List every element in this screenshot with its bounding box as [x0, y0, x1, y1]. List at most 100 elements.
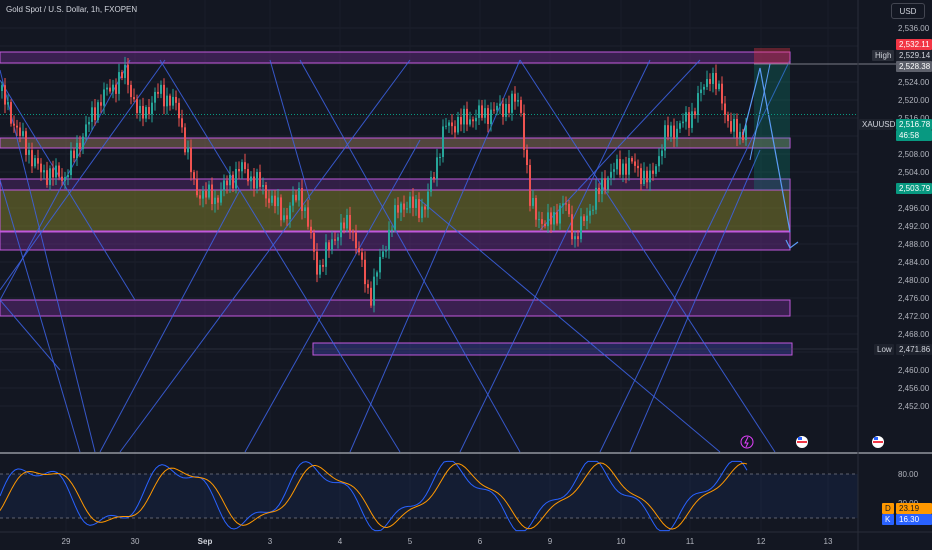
candle-body	[145, 107, 147, 119]
high-top-tag: 2,532.11	[896, 39, 932, 50]
price-tick-label: 2,456.00	[898, 384, 930, 393]
candle-body	[514, 93, 516, 102]
candle-body	[394, 205, 396, 230]
candle-body	[334, 239, 336, 241]
price-tick-label: 2,484.00	[898, 258, 930, 267]
low-value-tag: 2,471.86	[896, 344, 932, 355]
candle-body	[184, 127, 186, 153]
trend-line[interactable]	[419, 199, 721, 453]
candle-body	[658, 156, 660, 167]
price-tags: 2,532.11 High 2,529.14 2,528.38 XAUUSD 2,516.…	[859, 39, 932, 525]
time-tick-label: 12	[757, 537, 766, 546]
trend-line[interactable]	[519, 59, 776, 453]
trend-line[interactable]	[599, 59, 791, 453]
oscillator-tick-label: 80.00	[898, 470, 919, 479]
risk-zone[interactable]	[754, 48, 790, 64]
us-flag-event-icon[interactable]	[796, 436, 808, 448]
candle-body	[667, 125, 669, 137]
candle-body	[721, 83, 723, 104]
candle-body	[496, 105, 498, 111]
candle-body	[19, 127, 21, 136]
price-zone-rectangle[interactable]	[0, 51, 791, 64]
candle-body	[247, 169, 249, 182]
candle-body	[181, 118, 183, 128]
projection-path[interactable]	[742, 67, 791, 233]
candle-body	[436, 157, 438, 179]
gann-fan-lines[interactable]	[0, 59, 791, 453]
candle-body	[274, 195, 276, 207]
trend-line[interactable]	[0, 79, 136, 301]
stoch-k-value: 16.30	[896, 514, 932, 525]
reward-zone[interactable]	[754, 64, 790, 190]
candle-body	[385, 250, 387, 252]
trend-line[interactable]	[0, 299, 61, 371]
us-flag-event-icon[interactable]	[872, 436, 884, 448]
candle-body	[679, 123, 681, 129]
candle-body	[310, 226, 312, 234]
candle-body	[43, 170, 45, 173]
candle-body	[574, 236, 576, 240]
candle-body	[169, 95, 171, 106]
candle-body	[100, 102, 102, 106]
event-icons[interactable]	[740, 435, 884, 449]
candle-body	[682, 121, 684, 124]
trend-line[interactable]	[0, 69, 96, 453]
price-zone-rectangle[interactable]	[0, 137, 791, 149]
trend-line[interactable]	[299, 59, 521, 453]
candle-body	[355, 232, 357, 249]
trend-line[interactable]	[119, 59, 411, 453]
trend-line[interactable]	[269, 59, 311, 201]
price-tick-label: 2,504.00	[898, 168, 930, 177]
candle-body	[634, 161, 636, 166]
candle-body	[439, 157, 441, 159]
candlestick-series	[1, 56, 747, 313]
candle-body	[625, 163, 627, 175]
high-label-tag: High	[872, 50, 894, 61]
trend-line[interactable]	[539, 59, 701, 231]
trend-line[interactable]	[99, 189, 241, 453]
candle-body	[571, 214, 573, 240]
candle-body	[256, 172, 258, 189]
candle-body	[364, 259, 366, 285]
candle-body	[709, 79, 711, 84]
svg-text:23.19: 23.19	[899, 504, 920, 513]
candle-body	[685, 112, 687, 122]
candle-body	[91, 107, 93, 122]
trend-line[interactable]	[459, 59, 651, 453]
trend-line[interactable]	[159, 59, 401, 453]
candle-body	[529, 165, 531, 206]
projection-drawings[interactable]	[0, 48, 932, 350]
candle-body	[268, 198, 270, 203]
svg-text:2,516.78: 2,516.78	[899, 120, 931, 129]
candle-body	[469, 119, 471, 125]
trend-line[interactable]	[0, 179, 81, 453]
candle-body	[220, 190, 222, 203]
candle-body	[583, 216, 585, 221]
price-zone-rectangle[interactable]	[0, 231, 791, 251]
currency-button[interactable]: USD	[891, 3, 925, 19]
candle-body	[52, 168, 54, 178]
candle-body	[706, 79, 708, 87]
trend-line[interactable]	[629, 149, 761, 453]
symbol-tag: XAUUSD	[859, 119, 896, 130]
stoch-d-value: 23.19	[896, 503, 932, 514]
trend-line[interactable]	[349, 59, 521, 453]
candle-body	[190, 147, 192, 173]
candle-body	[160, 84, 162, 94]
candle-body	[328, 242, 330, 250]
candle-body	[553, 212, 555, 225]
trend-line[interactable]	[244, 139, 421, 453]
dividend-lightning-icon[interactable]	[740, 435, 754, 449]
price-tick-label: 2,496.00	[898, 204, 930, 213]
price-zone-rectangle[interactable]	[0, 299, 791, 317]
svg-text:D: D	[885, 504, 891, 513]
svg-text:16.30: 16.30	[899, 515, 920, 524]
candle-body	[322, 264, 324, 267]
candle-body	[97, 102, 99, 121]
candle-body	[532, 197, 534, 206]
candle-body	[154, 91, 156, 103]
projection-line[interactable]	[749, 63, 771, 161]
candle-body	[376, 272, 378, 277]
candle-body	[568, 203, 570, 215]
